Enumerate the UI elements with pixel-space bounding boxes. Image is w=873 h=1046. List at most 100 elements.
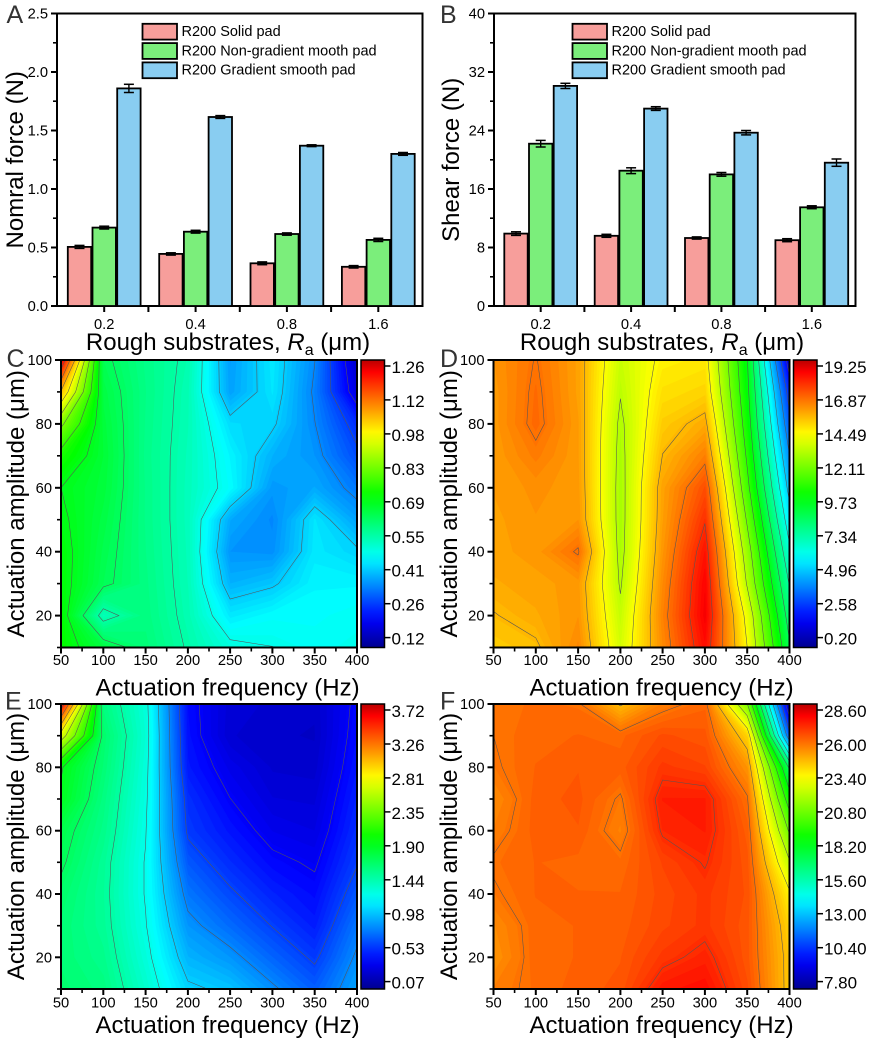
svg-text:2.5: 2.5 (28, 7, 48, 23)
svg-text:Rough substrates, Ra (μm): Rough substrates, Ra (μm) (86, 329, 370, 359)
svg-text:Shear force (N): Shear force (N) (438, 78, 465, 242)
svg-text:2.81: 2.81 (392, 770, 425, 789)
svg-text:0.20: 0.20 (824, 630, 857, 649)
svg-text:0.8: 0.8 (711, 317, 731, 333)
svg-text:20: 20 (468, 950, 484, 966)
svg-text:300: 300 (260, 996, 285, 1012)
svg-text:18.20: 18.20 (824, 838, 867, 857)
svg-text:40: 40 (36, 887, 52, 903)
svg-text:350: 350 (735, 653, 760, 669)
svg-text:50: 50 (53, 653, 69, 669)
svg-text:1.90: 1.90 (392, 838, 425, 857)
svg-text:E: E (5, 688, 22, 716)
svg-text:50: 50 (485, 653, 501, 669)
svg-text:0.5: 0.5 (28, 241, 48, 257)
svg-text:0.83: 0.83 (392, 460, 425, 479)
svg-text:Actuation frequency (Hz): Actuation frequency (Hz) (95, 675, 359, 702)
svg-text:Actuation amplitude (μm): Actuation amplitude (μm) (436, 713, 463, 980)
svg-text:26.00: 26.00 (824, 736, 867, 755)
svg-text:200: 200 (608, 653, 633, 669)
svg-text:0.07: 0.07 (392, 974, 425, 993)
svg-text:R200 Solid pad: R200 Solid pad (182, 24, 281, 40)
svg-text:350: 350 (735, 996, 760, 1012)
svg-text:1.44: 1.44 (392, 872, 425, 891)
svg-text:250: 250 (650, 996, 675, 1012)
svg-text:Actuation frequency (Hz): Actuation frequency (Hz) (529, 1012, 793, 1039)
svg-text:250: 250 (650, 653, 675, 669)
svg-text:80: 80 (468, 760, 484, 776)
svg-text:100: 100 (460, 353, 485, 369)
svg-text:10.40: 10.40 (824, 940, 867, 959)
svg-text:0.2: 0.2 (94, 317, 114, 333)
svg-text:Actuation frequency (Hz): Actuation frequency (Hz) (95, 1012, 359, 1039)
svg-text:R200 Gradient smooth pad: R200 Gradient smooth pad (612, 63, 786, 79)
svg-text:100: 100 (460, 697, 485, 713)
svg-text:50: 50 (485, 996, 501, 1012)
svg-text:100: 100 (91, 653, 116, 669)
svg-text:40: 40 (36, 545, 52, 561)
svg-text:20.80: 20.80 (824, 804, 867, 823)
svg-text:80: 80 (36, 760, 52, 776)
svg-text:350: 350 (302, 996, 327, 1012)
svg-text:B: B (440, 1, 457, 29)
svg-text:100: 100 (524, 996, 549, 1012)
svg-text:300: 300 (693, 653, 718, 669)
svg-text:150: 150 (133, 653, 158, 669)
svg-text:0.12: 0.12 (392, 630, 425, 649)
svg-text:0.98: 0.98 (392, 906, 425, 925)
svg-text:0.8: 0.8 (277, 317, 297, 333)
svg-text:300: 300 (260, 653, 285, 669)
svg-text:300: 300 (693, 996, 718, 1012)
svg-text:13.00: 13.00 (824, 906, 867, 925)
svg-text:R200 Gradient smooth pad: R200 Gradient smooth pad (182, 63, 356, 79)
svg-text:3.72: 3.72 (392, 702, 425, 721)
svg-text:100: 100 (27, 353, 52, 369)
svg-text:1.5: 1.5 (28, 124, 48, 140)
svg-text:0.69: 0.69 (392, 494, 425, 513)
svg-text:14.49: 14.49 (824, 426, 867, 445)
svg-text:1.6: 1.6 (368, 317, 388, 333)
svg-text:60: 60 (468, 824, 484, 840)
svg-text:24: 24 (469, 124, 485, 140)
svg-text:R200 Non-gradient mooth pad: R200 Non-gradient mooth pad (612, 43, 807, 59)
svg-text:A: A (7, 1, 24, 29)
svg-text:0.2: 0.2 (530, 317, 550, 333)
svg-text:D: D (440, 345, 458, 373)
svg-text:40: 40 (468, 887, 484, 903)
svg-text:0.53: 0.53 (392, 940, 425, 959)
svg-text:60: 60 (36, 824, 52, 840)
svg-text:80: 80 (468, 417, 484, 433)
svg-text:2.0: 2.0 (28, 65, 48, 81)
svg-text:50: 50 (53, 996, 69, 1012)
svg-text:R200 Non-gradient mooth pad: R200 Non-gradient mooth pad (182, 43, 377, 59)
svg-text:Actuation frequency (Hz): Actuation frequency (Hz) (529, 675, 793, 702)
svg-text:23.40: 23.40 (824, 770, 867, 789)
svg-text:28.60: 28.60 (824, 702, 867, 721)
svg-text:200: 200 (176, 996, 201, 1012)
svg-text:4.96: 4.96 (824, 562, 857, 581)
svg-text:Actuation amplitude (μm): Actuation amplitude (μm) (3, 713, 30, 980)
svg-text:2.58: 2.58 (824, 596, 857, 615)
svg-text:Actuation amplitude (μm): Actuation amplitude (μm) (436, 370, 463, 637)
svg-text:0.4: 0.4 (621, 317, 641, 333)
svg-text:19.25: 19.25 (824, 358, 867, 377)
svg-text:1.26: 1.26 (392, 358, 425, 377)
svg-text:0.26: 0.26 (392, 596, 425, 615)
svg-text:150: 150 (566, 653, 591, 669)
svg-text:100: 100 (524, 653, 549, 669)
svg-text:0.98: 0.98 (392, 426, 425, 445)
svg-text:R200 Solid pad: R200 Solid pad (612, 24, 711, 40)
svg-text:400: 400 (777, 653, 802, 669)
svg-text:150: 150 (566, 996, 591, 1012)
svg-text:C: C (7, 345, 25, 373)
svg-text:100: 100 (91, 996, 116, 1012)
svg-text:0: 0 (477, 299, 485, 315)
svg-text:Actuation amplitude (μm): Actuation amplitude (μm) (3, 370, 30, 637)
svg-text:12.11: 12.11 (824, 460, 865, 479)
svg-text:Rough substrates, Ra (μm): Rough substrates, Ra (μm) (520, 329, 804, 359)
svg-text:400: 400 (777, 996, 802, 1012)
svg-text:400: 400 (345, 996, 370, 1012)
svg-text:250: 250 (218, 653, 243, 669)
svg-text:7.80: 7.80 (824, 974, 857, 993)
svg-text:2.35: 2.35 (392, 804, 425, 823)
